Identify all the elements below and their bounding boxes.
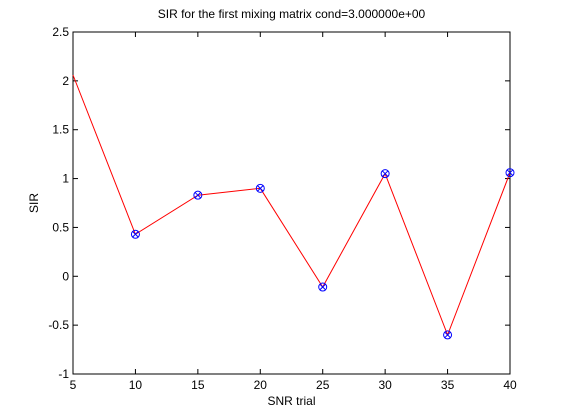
x-axis-label: SNR trial (267, 394, 315, 408)
data-point-marker (380, 169, 390, 179)
chart-title: SIR for the first mixing matrix cond=3.0… (158, 7, 426, 21)
y-tick-label: 2 (62, 74, 69, 88)
x-tick-label: 30 (378, 378, 392, 392)
y-tick-label: 2.5 (52, 25, 69, 39)
x-tick-label: 15 (191, 378, 205, 392)
data-point-marker (443, 330, 453, 340)
x-tick-label: 35 (441, 378, 455, 392)
x-tick-label: 20 (254, 378, 268, 392)
ticks-layer: 5 10 15 20 25 30 35 40 -1 -0.5 0 0.5 1 1.5 2 2.5 (48, 25, 517, 392)
x-tick-label: 40 (503, 378, 517, 392)
plot-area (72, 31, 511, 375)
data-point-marker (505, 168, 515, 178)
y-tick-label: -0.5 (48, 318, 69, 332)
y-axis-label: SIR (27, 193, 41, 213)
y-tick-label: 0.5 (52, 220, 69, 234)
data-point-marker (193, 190, 203, 200)
x-tick-label: 25 (316, 378, 330, 392)
data-point-marker (130, 229, 140, 239)
series-layer (72, 74, 515, 340)
x-tick-label: 10 (129, 378, 143, 392)
y-tick-label: 1 (62, 172, 69, 186)
series-line (72, 74, 511, 337)
data-point-marker (318, 282, 328, 292)
y-tick-label: -1 (58, 367, 69, 381)
y-tick-label: 0 (62, 269, 69, 283)
x-tick-label: 5 (70, 378, 77, 392)
y-tick-label: 1.5 (52, 123, 69, 137)
data-point-marker (255, 183, 265, 193)
